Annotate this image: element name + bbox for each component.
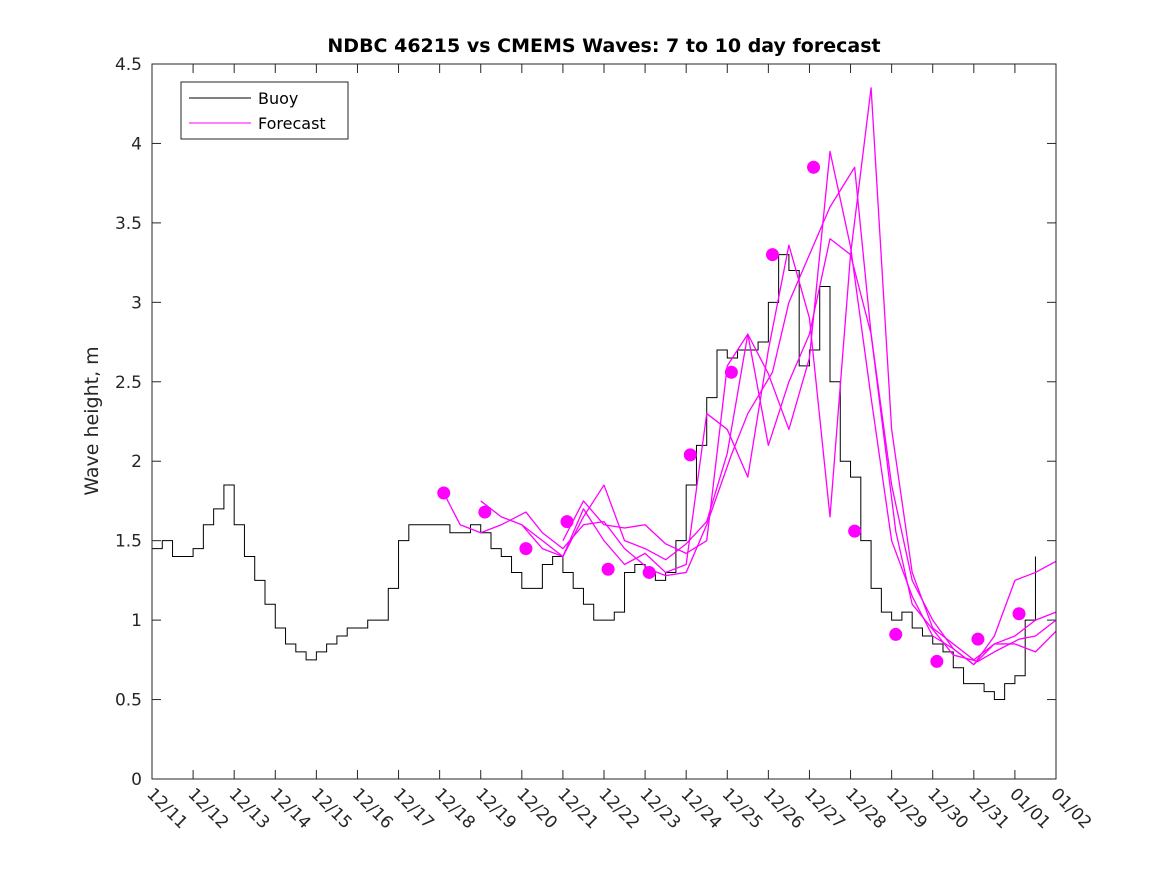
y-tick-label: 1.5 [115, 532, 142, 552]
legend-box [180, 81, 349, 140]
y-tick-label: 4.5 [115, 55, 142, 75]
forecast-marker [930, 654, 944, 668]
forecast-line-3 [521, 87, 1057, 661]
x-tick-label: 12/15 [307, 784, 356, 833]
y-tick-label: 2.5 [115, 373, 142, 393]
legend-label-forecast: Forecast [258, 114, 326, 133]
forecast-marker [971, 632, 985, 646]
legend: Buoy Forecast [180, 81, 349, 140]
x-tick-label: 01/01 [1005, 784, 1054, 833]
buoy-line [152, 254, 1036, 701]
x-tick-label: 12/17 [389, 784, 438, 833]
x-tick-label: 12/23 [636, 784, 685, 833]
x-tick-label: 12/20 [512, 784, 561, 833]
x-tick-label: 12/11 [142, 784, 191, 833]
forecast-marker [437, 486, 451, 500]
series-layer [152, 87, 1057, 701]
forecast-marker [1012, 607, 1026, 621]
forecast-marker [560, 515, 574, 529]
x-tick-label: 12/25 [718, 784, 767, 833]
x-tick-label: 12/22 [594, 784, 643, 833]
y-tick-label: 3 [131, 293, 142, 313]
x-tick-label: 01/02 [1046, 784, 1095, 833]
forecast-marker [642, 565, 656, 579]
x-tick-label: 12/13 [225, 784, 274, 833]
x-tick-label: 12/29 [882, 784, 931, 833]
x-tick-label: 12/27 [800, 784, 849, 833]
forecast-marker [889, 627, 903, 641]
plot-area-frame [151, 63, 1057, 780]
y-tick-label: 1 [131, 611, 142, 631]
x-tick-label: 12/12 [184, 784, 233, 833]
forecast-line-4 [562, 238, 1057, 666]
x-tick-label: 12/14 [266, 784, 315, 833]
forecast-marker [807, 160, 821, 174]
forecast-marker [601, 562, 615, 576]
chart-title: NDBC 46215 vs CMEMS Waves: 7 to 10 day f… [327, 35, 880, 57]
y-tick-label: 4 [131, 134, 142, 154]
x-tick-label: 12/28 [841, 784, 890, 833]
legend-label-buoy: Buoy [258, 89, 298, 108]
y-tick-label: 0.5 [115, 691, 142, 711]
y-tick-label: 3.5 [115, 214, 142, 234]
forecast-marker [683, 448, 697, 462]
y-tick-label: 2 [131, 452, 142, 472]
forecast-marker [478, 505, 492, 519]
forecast-marker [765, 248, 779, 262]
x-tick-label: 12/21 [553, 784, 602, 833]
x-tick-label: 12/30 [923, 784, 972, 833]
x-tick-label: 12/24 [677, 784, 726, 833]
x-tick-label: 12/18 [430, 784, 479, 833]
forecast-marker [519, 542, 533, 556]
y-axis-title: Wave height, m [81, 346, 103, 495]
plot-area-background [152, 64, 1056, 779]
x-tick-label: 12/19 [471, 784, 520, 833]
forecast-marker [848, 524, 862, 538]
y-tick-label: 0 [131, 770, 142, 790]
forecast-marker [724, 365, 738, 379]
x-tick-label: 12/16 [348, 784, 397, 833]
x-tick-label: 12/31 [964, 784, 1013, 833]
forecast-line-1 [443, 166, 1057, 663]
x-tick-label: 12/26 [759, 784, 808, 833]
